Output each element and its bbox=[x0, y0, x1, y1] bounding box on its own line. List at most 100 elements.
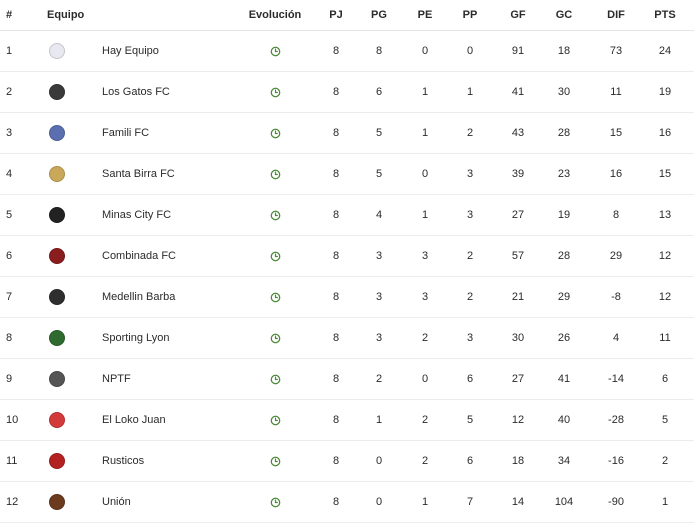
table-row[interactable]: 8 Sporting Lyon 8 3 2 3 30 26 4 11 bbox=[0, 318, 694, 359]
pe-cell: 2 bbox=[421, 455, 429, 467]
position-cell: 5 bbox=[6, 209, 13, 221]
table-row[interactable]: 10 El Loko Juan 8 1 2 5 12 40 -28 5 bbox=[0, 400, 694, 441]
clock-icon[interactable] bbox=[270, 333, 281, 344]
dif-cell: -14 bbox=[608, 373, 624, 385]
position-cell: 9 bbox=[6, 373, 13, 385]
team-name[interactable]: Sporting Lyon bbox=[102, 332, 170, 344]
clock-icon[interactable] bbox=[270, 292, 281, 303]
clock-icon[interactable] bbox=[270, 374, 281, 385]
gf-cell: 57 bbox=[511, 250, 525, 262]
pts-cell: 12 bbox=[658, 250, 672, 262]
evolution-button[interactable] bbox=[250, 154, 300, 194]
team-name[interactable]: Famili FC bbox=[102, 127, 150, 139]
team-name[interactable]: NPTF bbox=[102, 373, 131, 385]
red-black-crest-icon bbox=[49, 248, 65, 264]
clock-icon[interactable] bbox=[270, 46, 281, 57]
team-name[interactable]: Los Gatos FC bbox=[102, 86, 170, 98]
gf-cell: 27 bbox=[511, 209, 525, 221]
position-cell: 2 bbox=[6, 86, 13, 98]
clock-icon[interactable] bbox=[270, 456, 281, 467]
pp-cell: 6 bbox=[466, 373, 474, 385]
team-logo-cell bbox=[47, 72, 67, 112]
team-logo-cell bbox=[47, 359, 67, 399]
evolution-button[interactable] bbox=[250, 236, 300, 276]
dif-cell: -90 bbox=[608, 496, 624, 508]
evolution-button[interactable] bbox=[250, 441, 300, 481]
clock-icon[interactable] bbox=[270, 415, 281, 426]
pe-cell: 0 bbox=[421, 168, 429, 180]
pts-cell: 1 bbox=[661, 496, 669, 508]
pp-cell: 3 bbox=[466, 209, 474, 221]
pts-cell: 2 bbox=[661, 455, 669, 467]
pg-cell: 8 bbox=[375, 45, 383, 57]
team-name[interactable]: Rusticos bbox=[102, 455, 145, 467]
gf-cell: 18 bbox=[511, 455, 525, 467]
table-row[interactable]: 7 Medellin Barba 8 3 3 2 21 29 -8 12 bbox=[0, 277, 694, 318]
dif-cell: -16 bbox=[608, 455, 624, 467]
clock-icon[interactable] bbox=[270, 87, 281, 98]
pts-cell: 6 bbox=[661, 373, 669, 385]
gc-cell: 18 bbox=[557, 45, 571, 57]
team-name[interactable]: Minas City FC bbox=[102, 209, 172, 221]
team-name[interactable]: Santa Birra FC bbox=[102, 168, 175, 180]
clock-icon[interactable] bbox=[270, 497, 281, 508]
dif-cell: 15 bbox=[609, 127, 623, 139]
clock-icon[interactable] bbox=[270, 128, 281, 139]
gf-cell: 91 bbox=[511, 45, 525, 57]
pts-cell: 11 bbox=[659, 332, 671, 344]
team-name[interactable]: Combinada FC bbox=[102, 250, 176, 262]
dark-shield-crest-icon bbox=[49, 207, 65, 223]
table-row[interactable]: 12 Unión 8 0 1 7 14 104 -90 1 bbox=[0, 482, 694, 523]
evolution-button[interactable] bbox=[250, 72, 300, 112]
header-pj: PJ bbox=[329, 9, 343, 21]
team-name[interactable]: El Loko Juan bbox=[102, 414, 166, 426]
evolution-button[interactable] bbox=[250, 482, 300, 522]
table-row[interactable]: 4 Santa Birra FC 8 5 0 3 39 23 16 15 bbox=[0, 154, 694, 195]
table-header: # Equipo Evolución PJ PG PE PP GF GC DIF… bbox=[0, 0, 694, 31]
table-row[interactable]: 2 Los Gatos FC 8 6 1 1 41 30 11 19 bbox=[0, 72, 694, 113]
table-row[interactable]: 3 Famili FC 8 5 1 2 43 28 15 16 bbox=[0, 113, 694, 154]
evolution-button[interactable] bbox=[250, 277, 300, 317]
evolution-button[interactable] bbox=[250, 400, 300, 440]
pj-cell: 8 bbox=[332, 86, 340, 98]
clock-icon[interactable] bbox=[270, 210, 281, 221]
pg-cell: 6 bbox=[375, 86, 383, 98]
header-pe: PE bbox=[417, 9, 433, 21]
pe-cell: 3 bbox=[421, 250, 429, 262]
evolution-button[interactable] bbox=[250, 31, 300, 71]
pp-cell: 0 bbox=[466, 45, 474, 57]
team-logo-cell bbox=[47, 113, 67, 153]
header-evolution: Evolución bbox=[248, 9, 302, 21]
header-gc: GC bbox=[555, 9, 573, 21]
team-name[interactable]: Hay Equipo bbox=[102, 45, 159, 57]
team-name[interactable]: Unión bbox=[102, 496, 131, 508]
gc-cell: 30 bbox=[557, 86, 571, 98]
table-row[interactable]: 9 NPTF 8 2 0 6 27 41 -14 6 bbox=[0, 359, 694, 400]
table-row[interactable]: 1 Hay Equipo 8 8 0 0 91 18 73 24 bbox=[0, 31, 694, 72]
evolution-button[interactable] bbox=[250, 318, 300, 358]
star-crest-icon bbox=[49, 43, 65, 59]
evolution-button[interactable] bbox=[250, 359, 300, 399]
team-logo-cell bbox=[47, 482, 67, 522]
position-cell: 3 bbox=[6, 127, 13, 139]
pg-cell: 0 bbox=[375, 455, 383, 467]
evolution-button[interactable] bbox=[250, 195, 300, 235]
clock-icon[interactable] bbox=[270, 169, 281, 180]
pj-cell: 8 bbox=[332, 250, 340, 262]
table-row[interactable]: 5 Minas City FC 8 4 1 3 27 19 8 13 bbox=[0, 195, 694, 236]
evolution-button[interactable] bbox=[250, 113, 300, 153]
position-cell: 11 bbox=[6, 455, 18, 467]
pj-cell: 8 bbox=[332, 455, 340, 467]
team-name[interactable]: Medellin Barba bbox=[102, 291, 176, 303]
table-row[interactable]: 6 Combinada FC 8 3 3 2 57 28 29 12 bbox=[0, 236, 694, 277]
pj-cell: 8 bbox=[332, 291, 340, 303]
pg-cell: 3 bbox=[375, 250, 383, 262]
pg-cell: 2 bbox=[375, 373, 383, 385]
pp-cell: 3 bbox=[466, 168, 474, 180]
gc-cell: 26 bbox=[557, 332, 571, 344]
table-row[interactable]: 11 Rusticos 8 0 2 6 18 34 -16 2 bbox=[0, 441, 694, 482]
clock-icon[interactable] bbox=[270, 251, 281, 262]
gf-cell: 21 bbox=[511, 291, 525, 303]
pg-cell: 3 bbox=[375, 291, 383, 303]
header-pg: PG bbox=[371, 9, 387, 21]
